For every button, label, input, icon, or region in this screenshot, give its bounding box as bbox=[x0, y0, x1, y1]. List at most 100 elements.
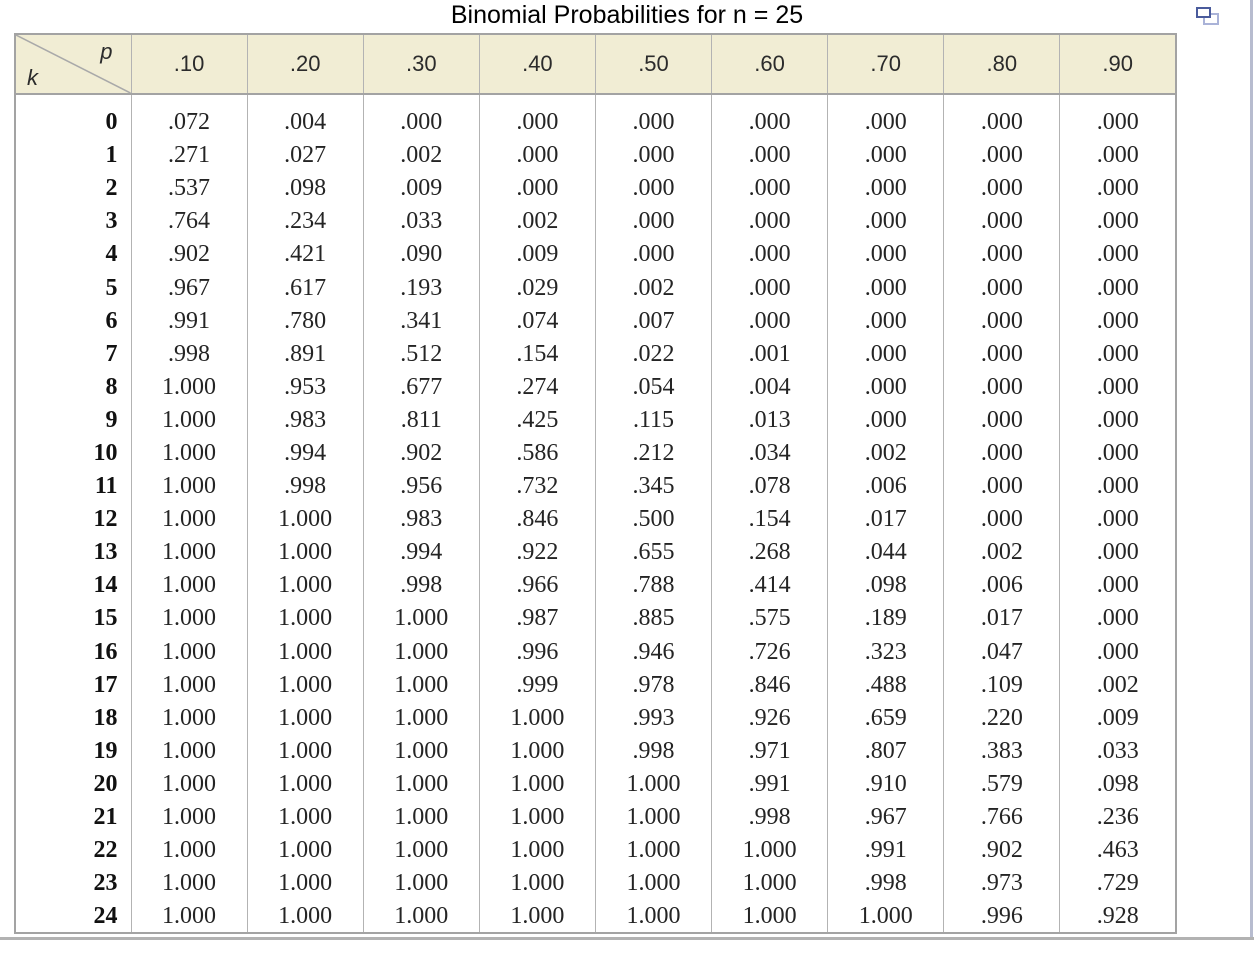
probability-cell: .764 bbox=[130, 205, 248, 239]
probability-cell: .000 bbox=[711, 271, 829, 305]
probability-cell: .998 bbox=[594, 734, 713, 768]
probability-cell: .074 bbox=[478, 304, 596, 338]
p-column-header: .70 bbox=[827, 34, 945, 95]
probability-cell: .732 bbox=[478, 470, 596, 504]
probability-cell: 1.000 bbox=[246, 734, 364, 768]
probability-cell: 1.000 bbox=[362, 701, 480, 735]
table-row: 6.991.780.341.074.007.000.000.000.000 bbox=[14, 304, 1177, 338]
table-row: 22 1.000 1.000 1.000 1.000 1.000 1.000.991.902… bbox=[14, 834, 1177, 868]
probability-cell: .027 bbox=[246, 139, 364, 173]
probability-cell: .000 bbox=[943, 304, 1061, 338]
k-row-header: 10 bbox=[14, 436, 132, 471]
probability-cell: .910 bbox=[827, 767, 945, 801]
probability-cell: .000 bbox=[827, 370, 945, 404]
k-row-header: 5 bbox=[14, 271, 132, 305]
table-header-row: p k .10.20.30.40.50.60.70.80.90 bbox=[14, 34, 1177, 95]
probability-cell: 1.000 bbox=[130, 569, 248, 603]
probability-cell: .000 bbox=[827, 271, 945, 305]
corner-diagonal-line bbox=[16, 35, 131, 93]
probability-cell: .788 bbox=[594, 569, 713, 603]
probability-cell: .000 bbox=[1059, 503, 1177, 537]
probability-cell: .966 bbox=[478, 569, 596, 603]
table-row: 8 1.000.953.677.274.054.004.000.000.000 bbox=[14, 370, 1177, 404]
spacer-cell bbox=[246, 94, 364, 106]
k-row-header: 9 bbox=[14, 403, 132, 437]
k-row-header: 21 bbox=[14, 800, 132, 835]
probability-cell: 1.000 bbox=[362, 635, 480, 669]
probability-cell: 1.000 bbox=[711, 834, 829, 868]
probability-cell: .991 bbox=[827, 834, 945, 868]
probability-cell: 1.000 bbox=[478, 900, 596, 934]
spacer-cell bbox=[1059, 94, 1177, 106]
probability-cell: 1.000 bbox=[246, 867, 364, 901]
probability-cell: .033 bbox=[362, 205, 480, 239]
p-column-header: .40 bbox=[478, 34, 596, 95]
table-row: 4.902.421.090.009.000.000.000.000.000 bbox=[14, 238, 1177, 272]
k-row-header: 7 bbox=[14, 337, 132, 371]
table-body: 0.072.004.000.000.000.000.000.000.000 1.2… bbox=[14, 94, 1177, 934]
probability-cell: .000 bbox=[1059, 635, 1177, 669]
probability-cell: .220 bbox=[943, 701, 1061, 735]
probability-cell: .234 bbox=[246, 205, 364, 239]
probability-cell: .998 bbox=[711, 800, 829, 835]
probability-cell: .996 bbox=[478, 635, 596, 669]
k-row-header: 1 bbox=[14, 139, 132, 173]
probability-cell: .002 bbox=[943, 536, 1061, 570]
probability-cell: 1.000 bbox=[362, 900, 480, 934]
probability-cell: .109 bbox=[943, 668, 1061, 702]
probability-cell: 1.000 bbox=[130, 403, 248, 437]
k-row-header: 15 bbox=[14, 602, 132, 636]
probability-cell: .000 bbox=[711, 205, 829, 239]
probability-cell: 1.000 bbox=[130, 734, 248, 768]
probability-cell: .971 bbox=[711, 734, 829, 768]
probability-cell: .009 bbox=[1059, 701, 1177, 735]
probability-cell: .998 bbox=[362, 569, 480, 603]
probability-cell: .000 bbox=[827, 304, 945, 338]
probability-cell: .004 bbox=[246, 106, 364, 140]
probability-cell: .991 bbox=[711, 767, 829, 801]
probability-cell: .902 bbox=[943, 834, 1061, 868]
probability-cell: .000 bbox=[827, 139, 945, 173]
probability-cell: 1.000 bbox=[246, 536, 364, 570]
probability-cell: .994 bbox=[362, 536, 480, 570]
k-row-header: 19 bbox=[14, 734, 132, 768]
probability-cell: 1.000 bbox=[594, 867, 713, 901]
probability-cell: .885 bbox=[594, 602, 713, 636]
k-row-header: 14 bbox=[14, 569, 132, 603]
probability-cell: .000 bbox=[711, 172, 829, 206]
probability-cell: .922 bbox=[478, 536, 596, 570]
table-row: 17 1.000 1.000 1.000.999.978.846.488.109.00… bbox=[14, 668, 1177, 702]
probability-cell: .967 bbox=[827, 800, 945, 835]
probability-cell: .000 bbox=[1059, 569, 1177, 603]
open-in-new-window-icon[interactable] bbox=[1196, 7, 1220, 27]
probability-cell: .726 bbox=[711, 635, 829, 669]
table-title: Binomial Probabilities for n = 25 bbox=[450, 1, 804, 29]
probability-cell: .987 bbox=[478, 602, 596, 636]
probability-cell: .983 bbox=[246, 403, 364, 437]
table-row: 16 1.000 1.000 1.000.996.946.726.323.047.00… bbox=[14, 635, 1177, 669]
probability-cell: 1.000 bbox=[478, 734, 596, 768]
probability-cell: .000 bbox=[943, 337, 1061, 371]
probability-cell: 1.000 bbox=[130, 635, 248, 669]
k-row-header: 22 bbox=[14, 834, 132, 868]
probability-cell: .926 bbox=[711, 701, 829, 735]
probability-cell: .421 bbox=[246, 238, 364, 272]
probability-cell: 1.000 bbox=[362, 767, 480, 801]
table-row: 9 1.000.983.811.425.115.013.000.000.000 bbox=[14, 403, 1177, 437]
probability-cell: .189 bbox=[827, 602, 945, 636]
probability-cell: 1.000 bbox=[130, 800, 248, 835]
probability-cell: 1.000 bbox=[362, 800, 480, 835]
probability-cell: .013 bbox=[711, 403, 829, 437]
k-row-header: 6 bbox=[14, 304, 132, 338]
probability-cell: 1.000 bbox=[478, 834, 596, 868]
probability-cell: .000 bbox=[943, 503, 1061, 537]
probability-cell: .000 bbox=[594, 106, 713, 140]
probability-cell: 1.000 bbox=[478, 867, 596, 901]
table-row: 2.537.098.009.000.000.000.000.000.000 bbox=[14, 172, 1177, 206]
probability-cell: 1.000 bbox=[246, 800, 364, 835]
probability-cell: .000 bbox=[943, 436, 1061, 471]
spacer-cell bbox=[130, 94, 248, 106]
probability-cell: .000 bbox=[827, 205, 945, 239]
probability-cell: 1.000 bbox=[130, 470, 248, 504]
probability-cell: .098 bbox=[1059, 767, 1177, 801]
